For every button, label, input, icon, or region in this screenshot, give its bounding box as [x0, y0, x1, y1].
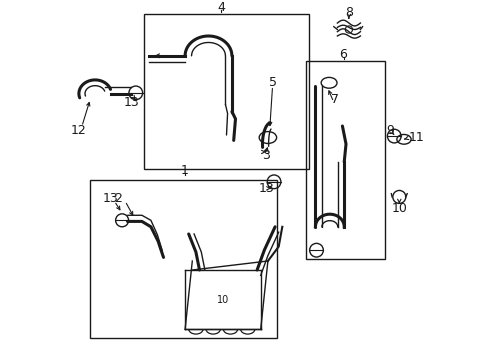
Text: 2: 2: [114, 192, 122, 205]
Text: 6: 6: [339, 48, 347, 61]
Text: 1: 1: [181, 165, 189, 177]
Text: 5: 5: [268, 76, 276, 89]
Text: 13: 13: [102, 192, 118, 205]
Text: 3: 3: [262, 149, 269, 162]
Text: 10: 10: [390, 202, 407, 215]
Text: 7: 7: [330, 93, 339, 106]
Text: 13: 13: [123, 96, 139, 109]
Text: 12: 12: [70, 124, 86, 137]
Bar: [143, 14, 309, 169]
Text: 11: 11: [407, 131, 423, 144]
Bar: [89, 180, 276, 338]
Text: 9: 9: [386, 124, 394, 137]
Text: 4: 4: [217, 1, 224, 14]
Text: 10: 10: [216, 295, 228, 305]
Bar: [305, 61, 384, 259]
Text: 8: 8: [344, 6, 352, 19]
Text: 13: 13: [258, 182, 273, 195]
